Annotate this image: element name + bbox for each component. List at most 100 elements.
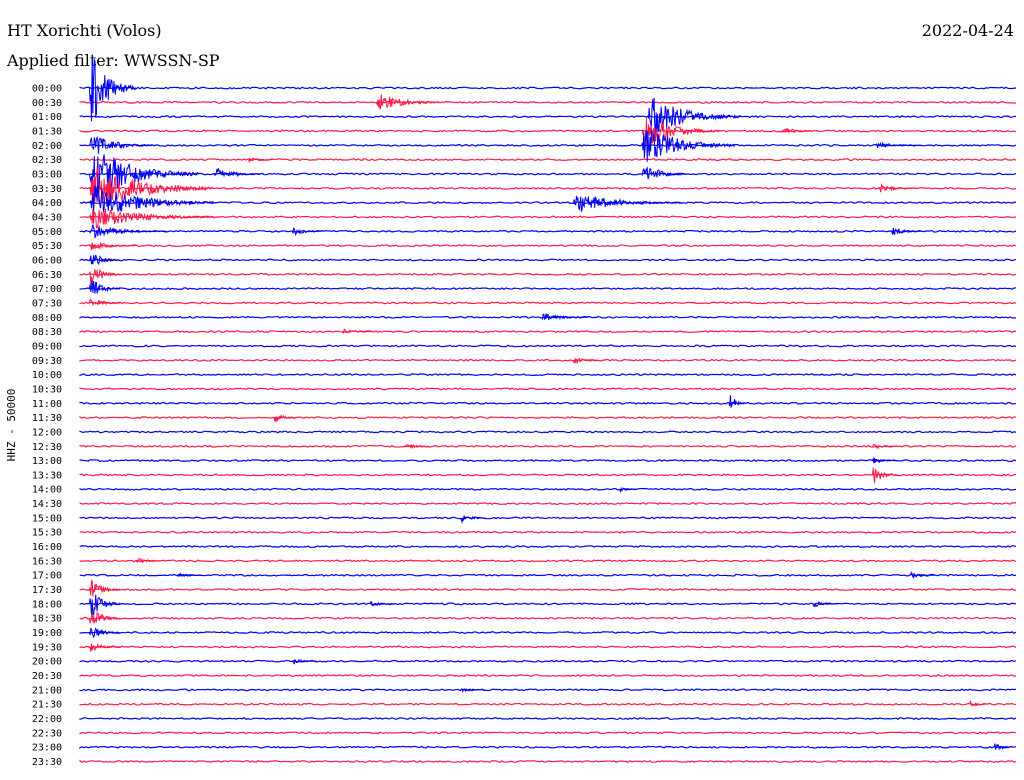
row-time-label: 08:30 [32, 327, 62, 338]
trace-row [79, 172, 1017, 176]
trace-row [79, 415, 1017, 420]
row-time-label: 06:30 [32, 270, 62, 281]
seismic-event [875, 141, 922, 149]
seismic-event [89, 254, 121, 266]
row-time-label: 12:30 [32, 442, 62, 453]
seismic-event [88, 224, 168, 239]
trace-row [79, 717, 1017, 721]
trace-row [79, 186, 1017, 190]
trace-row [79, 588, 1017, 592]
seismic-event [641, 130, 736, 162]
trace-row [79, 115, 1017, 119]
trace-row [79, 659, 1017, 663]
seismic-event [572, 357, 598, 364]
seismic-event [89, 166, 215, 208]
trace-row [79, 759, 1017, 763]
row-time-label: 11:00 [32, 399, 62, 410]
row-time-label: 15:00 [32, 513, 62, 524]
trace-row [79, 745, 1017, 750]
seismic-event [88, 54, 137, 122]
trace-row [79, 86, 1017, 90]
trace-row [79, 731, 1017, 735]
seismic-event [890, 227, 923, 235]
row-time-label: 09:00 [32, 341, 62, 352]
trace-row [79, 358, 1017, 362]
seismic-event [88, 268, 121, 286]
seismic-event [781, 127, 813, 134]
trace-row [79, 688, 1017, 692]
trace-row [79, 244, 1017, 248]
seismic-event [641, 117, 720, 147]
row-time-label: 04:00 [32, 198, 62, 209]
trace-row [79, 545, 1017, 549]
row-time-label: 00:30 [32, 98, 62, 109]
seismic-event [88, 185, 215, 216]
seismic-event [619, 486, 639, 494]
seismic-event [404, 443, 430, 450]
trace-row [79, 387, 1017, 391]
seismic-event [993, 743, 1013, 751]
trace-row [79, 702, 1017, 706]
trace-row [79, 401, 1017, 405]
seismic-event [88, 611, 121, 625]
seismic-event [89, 642, 121, 652]
row-time-label: 03:30 [32, 184, 62, 195]
trace-row [79, 258, 1017, 262]
seismic-event [248, 157, 274, 164]
seismic-event [647, 97, 742, 135]
seismic-event [88, 208, 215, 229]
seismic-event [88, 135, 153, 154]
seismic-event [878, 182, 916, 193]
channel-axis-label: HHZ - 50000 [5, 389, 18, 462]
row-time-label: 01:30 [32, 126, 62, 137]
row-time-label: 07:00 [32, 284, 62, 295]
row-time-label: 05:00 [32, 227, 62, 238]
seismic-event [341, 328, 373, 334]
seismic-event [292, 659, 317, 665]
seismic-event [909, 571, 935, 579]
row-time-label: 13:30 [32, 470, 62, 481]
seismic-event [541, 313, 589, 321]
seismic-event [291, 227, 324, 237]
row-time-label: 20:00 [32, 657, 62, 668]
seismic-event [88, 298, 121, 307]
row-time-label: 23:30 [32, 757, 62, 768]
row-time-label: 02:00 [32, 141, 62, 152]
trace-row [79, 616, 1017, 620]
row-time-label: 19:30 [32, 642, 62, 653]
trace-row [79, 674, 1017, 678]
seismic-event [572, 195, 682, 212]
seismic-event [460, 515, 486, 525]
trace-rows: 00:00 00:30 01:00 01:30 02:00 02:30 03:00 03:30… [32, 84, 1017, 768]
trace-row [79, 530, 1017, 534]
seismic-event [88, 579, 121, 597]
row-time-label: 21:30 [32, 700, 62, 711]
seismic-event [135, 557, 161, 564]
row-time-label: 13:00 [32, 456, 62, 467]
trace-row [79, 100, 1017, 104]
seismic-event [460, 687, 486, 693]
trace-row [79, 229, 1017, 233]
trace-row [79, 287, 1017, 291]
seismic-event [176, 571, 202, 577]
trace-row [79, 158, 1017, 162]
seismic-event [728, 395, 745, 409]
row-time-label: 22:00 [32, 714, 62, 725]
row-time-label: 14:30 [32, 499, 62, 510]
seismic-event [88, 280, 121, 294]
row-time-label: 14:00 [32, 485, 62, 496]
trace-row [79, 301, 1017, 305]
row-time-label: 18:30 [32, 614, 62, 625]
trace-row [79, 631, 1017, 635]
row-time-label: 04:30 [32, 212, 62, 223]
trace-row [79, 315, 1017, 319]
trace-row [79, 272, 1017, 276]
filter-label: Applied filter: WWSSN-SP [6, 51, 220, 70]
seismic-event [369, 601, 395, 607]
row-time-label: 08:00 [32, 313, 62, 324]
trace-row [79, 143, 1017, 147]
row-time-label: 17:00 [32, 571, 62, 582]
trace-row [79, 201, 1017, 205]
trace-row [79, 444, 1017, 448]
